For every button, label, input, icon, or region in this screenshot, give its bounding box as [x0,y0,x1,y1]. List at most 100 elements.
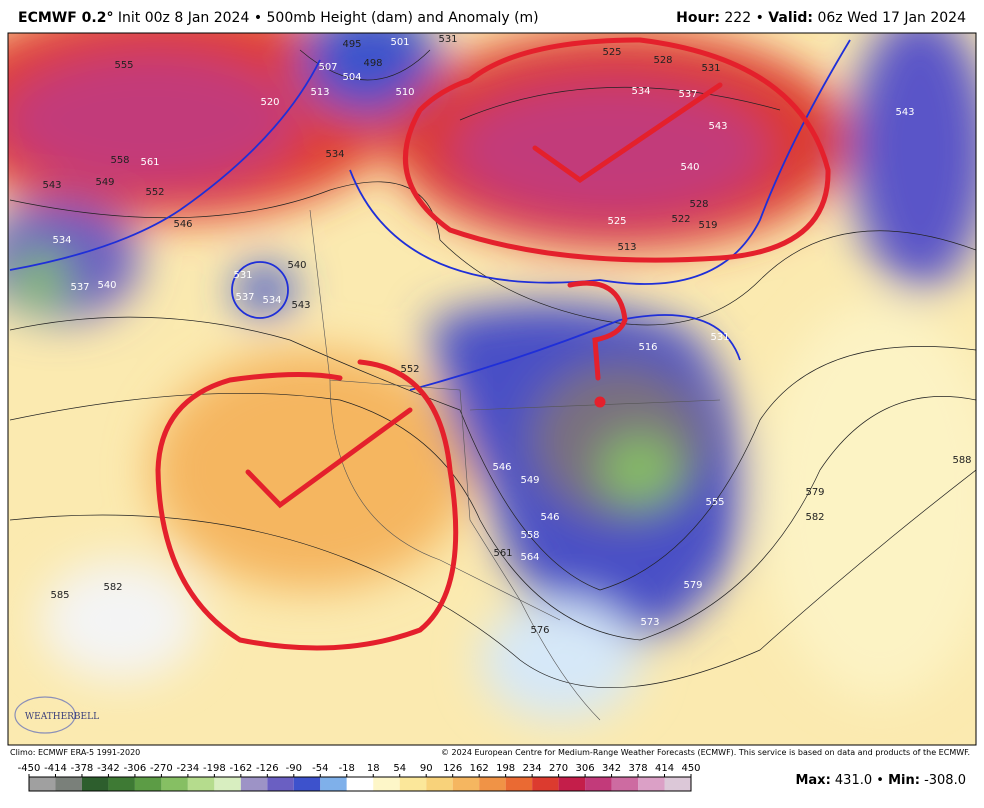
contour-label: 540 [680,162,699,173]
colorbar-segment [399,777,427,791]
colorbar-tick-label: 162 [470,763,489,774]
separator: • [876,773,884,788]
colorbar-tick-label: 18 [367,763,380,774]
colorbar-tick-label: -126 [256,763,279,774]
contour-label: 561 [140,157,159,168]
contour-label: 588 [952,455,971,466]
colorbar-tick-label: -198 [203,763,226,774]
highlight-contours [9,39,851,391]
contour-label: 531 [233,270,252,281]
contour-label: 531 [710,332,729,343]
colorbar-segment [505,777,533,791]
contour-label: 546 [173,219,192,230]
colorbar-tick-label: -306 [124,763,147,774]
colorbar-tick-label: 342 [602,763,621,774]
contour-label: 582 [103,582,122,593]
colorbar-tick-label: -450 [18,763,41,774]
contour-label: 573 [640,617,659,628]
colorbar-segment [558,777,586,791]
contour-label: 564 [520,552,539,563]
contour-label: 546 [540,512,559,523]
colorbar-segment [346,777,374,791]
contour-label: 513 [310,87,329,98]
hour-label: Hour: [676,10,720,26]
contour-label: 534 [325,149,344,160]
contour-label: 528 [689,199,708,210]
contour-label: 510 [395,87,414,98]
contour-label: 579 [805,487,824,498]
colorbar-segment [532,777,559,791]
colorbar-tick-label: -234 [177,763,200,774]
description: Init 00z 8 Jan 2024 • 500mb Height (dam)… [118,10,539,26]
colorbar-segment [611,777,639,791]
colorbar-tick-label: 126 [443,763,462,774]
colorbar-tick-label: 54 [393,763,406,774]
colorbar-tick-label: -270 [150,763,173,774]
colorbar-tick-label: -90 [286,763,302,774]
max-value: 431.0 [835,773,872,788]
contour-label: 519 [698,220,717,231]
colorbar-tick-label: 234 [523,763,542,774]
colorbar-segment [108,777,135,791]
header-left: ECMWF 0.2° Init 00z 8 Jan 2024 • 500mb H… [18,10,539,26]
contour-label: 549 [520,475,539,486]
hour-value: 222 [724,10,751,26]
colorbar-segment [293,777,321,791]
header-right: Hour: 222 • Valid: 06z Wed 17 Jan 2024 [676,10,966,26]
colorbar-tick-label: -54 [312,763,328,774]
contour-label: 549 [95,177,114,188]
colorbar-tick-label: 270 [549,763,568,774]
logo: WEATHERBELL [14,696,99,734]
contour-label: 531 [438,34,457,45]
contour-label: 495 [342,39,361,50]
annotations [155,37,831,651]
min-label: Min: [888,773,920,788]
contour-label: 534 [631,86,650,97]
contour-label: 534 [52,235,71,246]
separator: • [756,10,764,26]
contour-label: 555 [705,497,724,508]
contour-label: 579 [683,580,702,591]
colorbar-segment [55,777,82,791]
colorbar-segment [585,777,612,791]
borders [309,209,721,721]
colorbar-segment [134,777,162,791]
contour-label: 520 [260,97,279,108]
contour-label: 582 [805,512,824,523]
contour-label: 540 [97,280,116,291]
valid-value: 06z Wed 17 Jan 2024 [817,10,966,26]
contour-label: 528 [653,55,672,66]
contour-label: 537 [235,292,254,303]
contour-label: 543 [42,180,61,191]
colorbar-segment [638,777,665,791]
contour-label: 534 [262,295,281,306]
contour-label: 513 [617,242,636,253]
contour-label: 543 [895,107,914,118]
contour-label: 543 [291,300,310,311]
colorbar-segment [664,777,691,791]
stats: Max: 431.0 • Min: -308.0 [795,773,966,788]
contour-label: 576 [530,625,549,636]
colorbar-segment [214,777,241,791]
colorbar-segment [426,777,453,791]
contour-label: 501 [390,37,409,48]
contour-label: 522 [671,214,690,225]
contour-label: 537 [70,282,89,293]
colorbar-segment [373,777,400,791]
contour-label: 504 [342,72,361,83]
anomaly-field [8,33,976,720]
max-label: Max: [795,773,830,788]
colorbar-tick-label: -378 [71,763,94,774]
colorbar-segment [452,777,480,791]
colorbar-tick-label: 378 [628,763,647,774]
valid-label: Valid: [768,10,813,26]
map-frame [7,32,977,746]
colorbar-segment [320,777,347,791]
contour-label: 537 [678,89,697,100]
contour-label: 525 [602,47,621,58]
contour-label: 552 [145,187,164,198]
colorbar-tick-label: 90 [420,763,433,774]
